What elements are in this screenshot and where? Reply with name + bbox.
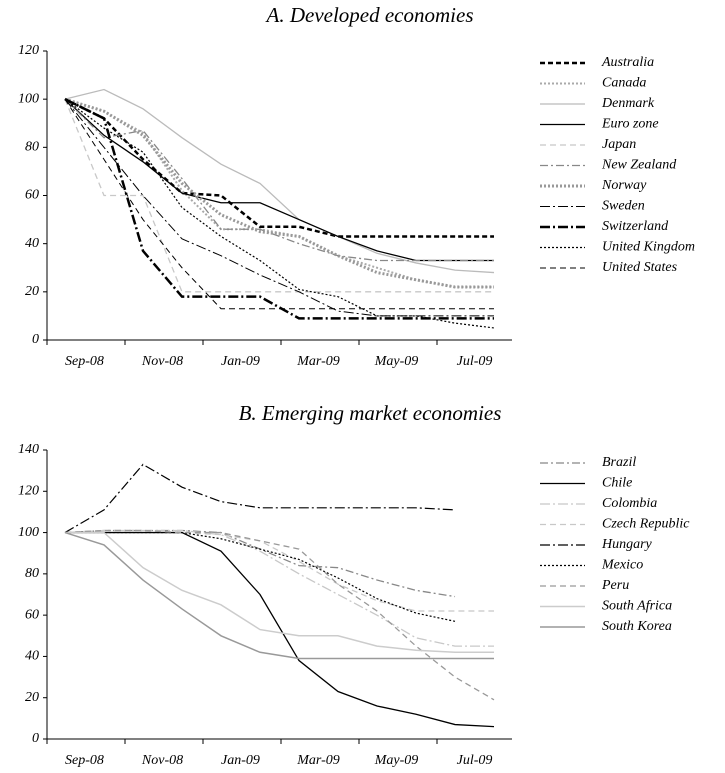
legend-label: Chile xyxy=(602,476,632,491)
legend-label: Hungary xyxy=(601,537,653,552)
series-line xyxy=(64,98,494,238)
series-line xyxy=(64,98,494,310)
series-line xyxy=(64,98,494,320)
y-tick-label: 40 xyxy=(25,649,39,664)
series-line xyxy=(64,529,494,612)
y-tick-label: 80 xyxy=(25,566,39,581)
y-tick-label: 0 xyxy=(32,731,39,746)
series-line xyxy=(64,531,494,660)
legend-label: South Korea xyxy=(602,619,672,634)
y-tick-label: 120 xyxy=(18,484,39,499)
series-line xyxy=(65,531,495,728)
y-tick-label: 40 xyxy=(25,236,39,251)
legend-label: South Africa xyxy=(602,599,672,614)
y-tick-label: 60 xyxy=(25,188,39,203)
x-tick-label: Mar-09 xyxy=(296,753,340,768)
x-tick-label: Sep-08 xyxy=(65,753,104,768)
x-tick-label: Jan-09 xyxy=(221,753,260,768)
series-line xyxy=(64,98,495,329)
series-line xyxy=(64,98,494,289)
legend-label: Czech Republic xyxy=(602,517,690,532)
series-line xyxy=(65,531,494,654)
legend-label: Sweden xyxy=(602,199,645,214)
y-tick-label: 20 xyxy=(25,284,39,299)
series-line xyxy=(65,531,456,622)
x-tick-label: Mar-09 xyxy=(296,354,340,369)
x-tick-label: Nov-08 xyxy=(141,753,183,768)
legend-label: Japan xyxy=(602,137,636,152)
y-tick-label: 60 xyxy=(25,607,39,622)
y-tick-label: 20 xyxy=(25,690,39,705)
x-tick-label: Nov-08 xyxy=(141,354,183,369)
legend-label: Brazil xyxy=(602,455,636,470)
y-tick-label: 100 xyxy=(18,525,39,540)
legend-label: Mexico xyxy=(601,558,643,573)
legend-label: Peru xyxy=(601,578,629,593)
series-line xyxy=(64,98,494,317)
legend-label: Norway xyxy=(601,178,647,193)
chart-title: B. Emerging market economies xyxy=(239,401,502,425)
legend-label: Euro zone xyxy=(601,117,659,132)
y-tick-label: 140 xyxy=(18,442,39,457)
y-tick-label: 80 xyxy=(25,140,39,155)
series-line xyxy=(64,463,456,534)
x-tick-label: Jan-09 xyxy=(221,354,260,369)
x-tick-label: Jul-09 xyxy=(457,354,493,369)
x-tick-label: May-09 xyxy=(374,354,419,369)
series-line xyxy=(64,98,494,262)
x-tick-label: Jul-09 xyxy=(457,753,493,768)
series-line xyxy=(64,88,495,274)
y-tick-label: 100 xyxy=(18,91,39,106)
y-tick-label: 120 xyxy=(18,43,39,58)
y-tick-label: 0 xyxy=(32,332,39,347)
series-line xyxy=(64,529,495,701)
series-line xyxy=(64,98,494,262)
series-line xyxy=(64,98,494,293)
x-tick-label: May-09 xyxy=(374,753,419,768)
legend-label: Denmark xyxy=(601,96,655,111)
series-line xyxy=(64,529,494,647)
legend-label: United Kingdom xyxy=(602,240,695,255)
series-line xyxy=(64,97,494,289)
legend-label: Australia xyxy=(601,55,654,70)
chart-title: A. Developed economies xyxy=(265,3,474,27)
legend-label: United States xyxy=(602,260,678,275)
legend-label: New Zealand xyxy=(601,158,677,173)
legend-label: Canada xyxy=(602,76,646,91)
legend-label: Switzerland xyxy=(602,219,669,234)
x-tick-label: Sep-08 xyxy=(65,354,104,369)
legend-label: Colombia xyxy=(602,496,657,511)
